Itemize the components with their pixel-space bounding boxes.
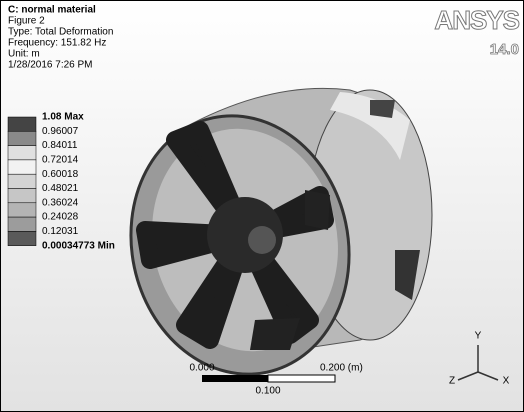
hot-spot: [305, 190, 330, 230]
header-line: Frequency: 151.82 Hz: [8, 38, 106, 49]
legend-swatch: [8, 117, 36, 131]
logo-brand: ANSYS: [434, 5, 519, 35]
legend-label: 0.24028: [42, 212, 79, 223]
legend-label: 0.96007: [42, 126, 79, 137]
header-line: Unit: m: [8, 49, 40, 60]
legend-swatch: [8, 131, 36, 145]
legend-label: 0.48021: [42, 183, 79, 194]
legend-label: 1.08 Max: [42, 112, 84, 123]
scale-left-label: 0.000: [189, 363, 214, 374]
header-line: Figure 2: [8, 16, 45, 27]
legend-label: 0.00034773 Min: [42, 240, 115, 251]
legend-label: 0.72014: [42, 155, 79, 166]
legend-swatch: [8, 189, 36, 203]
scale-middle-label: 0.100: [255, 386, 280, 397]
legend-label: 0.84011: [42, 140, 78, 151]
legend-swatch: [8, 160, 36, 174]
triad-y-label: Y: [475, 331, 482, 342]
header-line: 1/28/2016 7:26 PM: [8, 60, 93, 71]
legend-swatch: [8, 231, 36, 245]
legend-swatch: [8, 174, 36, 188]
legend-swatch: [8, 203, 36, 217]
scale-bar-dark: [202, 375, 268, 382]
triad-x-label: X: [503, 376, 510, 387]
hub-center: [248, 226, 276, 254]
logo-version: 14.0: [490, 41, 519, 58]
legend-label: 0.36024: [42, 197, 79, 208]
scale-right-label: 0.200 (m): [320, 363, 363, 374]
legend-swatch: [8, 217, 36, 231]
legend-label: 0.12031: [42, 226, 79, 237]
hot-spot: [370, 100, 395, 118]
header-title: C: normal material: [8, 5, 96, 16]
scale-bar-light: [268, 375, 335, 382]
header-line: Type: Total Deformation: [8, 27, 113, 38]
triad-z-label: Z: [449, 376, 455, 387]
legend-swatch: [8, 146, 36, 160]
ansys-viewport: C: normal material Figure 2Type: Total D…: [0, 0, 524, 412]
legend-label: 0.60018: [42, 169, 79, 180]
